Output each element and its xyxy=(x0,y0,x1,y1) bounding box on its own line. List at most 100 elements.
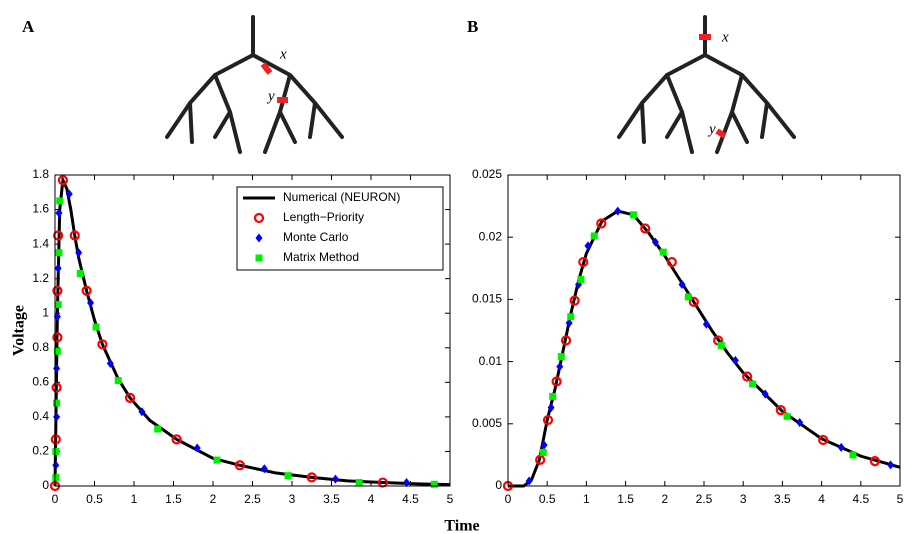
y-tick-label: 0.01 xyxy=(479,354,503,368)
legend-label: Length−Priority xyxy=(283,210,364,224)
x-tick-label: 3.5 xyxy=(323,492,340,506)
marker-diamond xyxy=(53,364,61,374)
y-tick-label: 0.2 xyxy=(32,444,49,458)
marker-square xyxy=(577,275,585,283)
legend-swatch xyxy=(255,233,263,243)
marker-diamond xyxy=(614,206,622,216)
y-tick-label: 0.005 xyxy=(472,416,502,430)
marker-square xyxy=(717,341,725,349)
marker-diamond xyxy=(75,248,83,258)
marker-diamond xyxy=(796,418,804,428)
marker-circle xyxy=(775,405,786,416)
x-tick-label: 2 xyxy=(661,492,668,506)
marker-circle xyxy=(666,256,677,268)
marker-diamond xyxy=(52,460,60,470)
x-tick-label: 2.5 xyxy=(696,492,713,506)
marker-square xyxy=(783,412,791,420)
panel-label: B xyxy=(467,17,478,36)
diagram-label: x xyxy=(279,46,287,62)
x-tick-label: 4 xyxy=(818,492,825,506)
marker-diamond xyxy=(138,407,146,417)
marker-square xyxy=(54,301,62,309)
marker-diamond xyxy=(53,312,61,322)
x-tick-label: 0 xyxy=(52,492,59,506)
marker-diamond xyxy=(540,440,548,450)
x-tick-label: 3 xyxy=(289,492,296,506)
x-tick-label: 4 xyxy=(368,492,375,506)
marker-diamond xyxy=(651,237,659,247)
plot: Bx y 0 0.5 1 1.5 2 2.5 3 3.5 4 4.5 5 0 0.005 0.01 0.015 0… xyxy=(467,17,904,506)
diagram-label: y xyxy=(266,88,275,104)
marker-square xyxy=(56,197,64,205)
y-tick-label: 1 xyxy=(42,305,49,319)
legend-box xyxy=(236,186,444,271)
marker-square xyxy=(684,293,692,301)
plot: Ax y Voltage 0 0.5 1 1.5 2 2.5 3 3.5 4 4.5 5 0 0.2 0.4 0.… xyxy=(11,17,454,506)
marker-square xyxy=(52,473,60,481)
marker-circle xyxy=(69,230,80,241)
marker-circle xyxy=(688,296,699,307)
marker-diamond xyxy=(55,208,63,218)
marker-square xyxy=(114,377,122,385)
marker-circle xyxy=(97,339,108,350)
marker-circle xyxy=(560,335,572,346)
y-tick-label: 1.6 xyxy=(32,202,49,216)
marker-circle xyxy=(742,371,753,382)
y-tick-label: 0.6 xyxy=(32,375,49,389)
marker-diamond xyxy=(837,442,845,452)
marker-square xyxy=(52,447,60,455)
marker-square xyxy=(430,480,438,488)
marker-square xyxy=(53,399,61,407)
marker-square xyxy=(55,249,63,257)
marker-square xyxy=(355,479,363,487)
marker-diamond xyxy=(702,319,710,329)
marker-circle xyxy=(124,392,136,403)
marker-square xyxy=(629,211,637,219)
marker-circle xyxy=(542,414,554,426)
marker-square xyxy=(154,425,162,433)
marker-circle xyxy=(818,434,829,446)
marker-diamond xyxy=(54,263,62,273)
marker-diamond xyxy=(525,476,533,486)
marker-circle xyxy=(306,472,317,483)
marker-diamond xyxy=(678,279,686,289)
x-tick-label: 4.5 xyxy=(402,492,419,506)
marker-circle xyxy=(171,434,182,445)
x-tick-label: 1.5 xyxy=(617,492,634,506)
marker-circle xyxy=(640,223,651,234)
x-tick-label: 1 xyxy=(583,492,590,506)
legend-swatch xyxy=(253,212,265,224)
marker-square xyxy=(76,269,84,277)
marker-square xyxy=(557,353,565,361)
x-tick-label: 0 xyxy=(505,492,512,506)
y-tick-label: 0.025 xyxy=(472,167,502,181)
x-tick-label: 4.5 xyxy=(852,492,869,506)
marker-diamond xyxy=(53,412,61,422)
x-tick-label: 2.5 xyxy=(244,492,261,506)
marker-circle xyxy=(57,175,69,186)
x-tick-label: 0.5 xyxy=(86,492,103,506)
marker-circle xyxy=(551,376,562,387)
marker-circle xyxy=(52,285,63,296)
panel-label: A xyxy=(22,17,35,36)
marker-circle xyxy=(569,295,580,306)
x-tick-label: 5 xyxy=(897,492,904,506)
marker-square xyxy=(213,456,221,464)
marker-circle xyxy=(869,456,881,467)
marker-square xyxy=(590,232,598,240)
y-axis-label: Voltage xyxy=(11,305,28,356)
marker-diamond xyxy=(65,189,73,199)
marker-circle xyxy=(51,382,62,393)
y-tick-label: 0.02 xyxy=(479,229,503,243)
diagram-label: y xyxy=(707,121,716,137)
legend-label: Monte Carlo xyxy=(283,230,349,244)
marker-diamond xyxy=(731,355,739,365)
plot-frame xyxy=(54,174,451,487)
marker-circle xyxy=(81,285,92,296)
marker-diamond xyxy=(887,460,895,470)
marker-square xyxy=(549,392,557,400)
marker-circle xyxy=(578,256,589,268)
y-tick-label: 0.4 xyxy=(32,409,49,423)
x-tick-label: 3.5 xyxy=(774,492,791,506)
